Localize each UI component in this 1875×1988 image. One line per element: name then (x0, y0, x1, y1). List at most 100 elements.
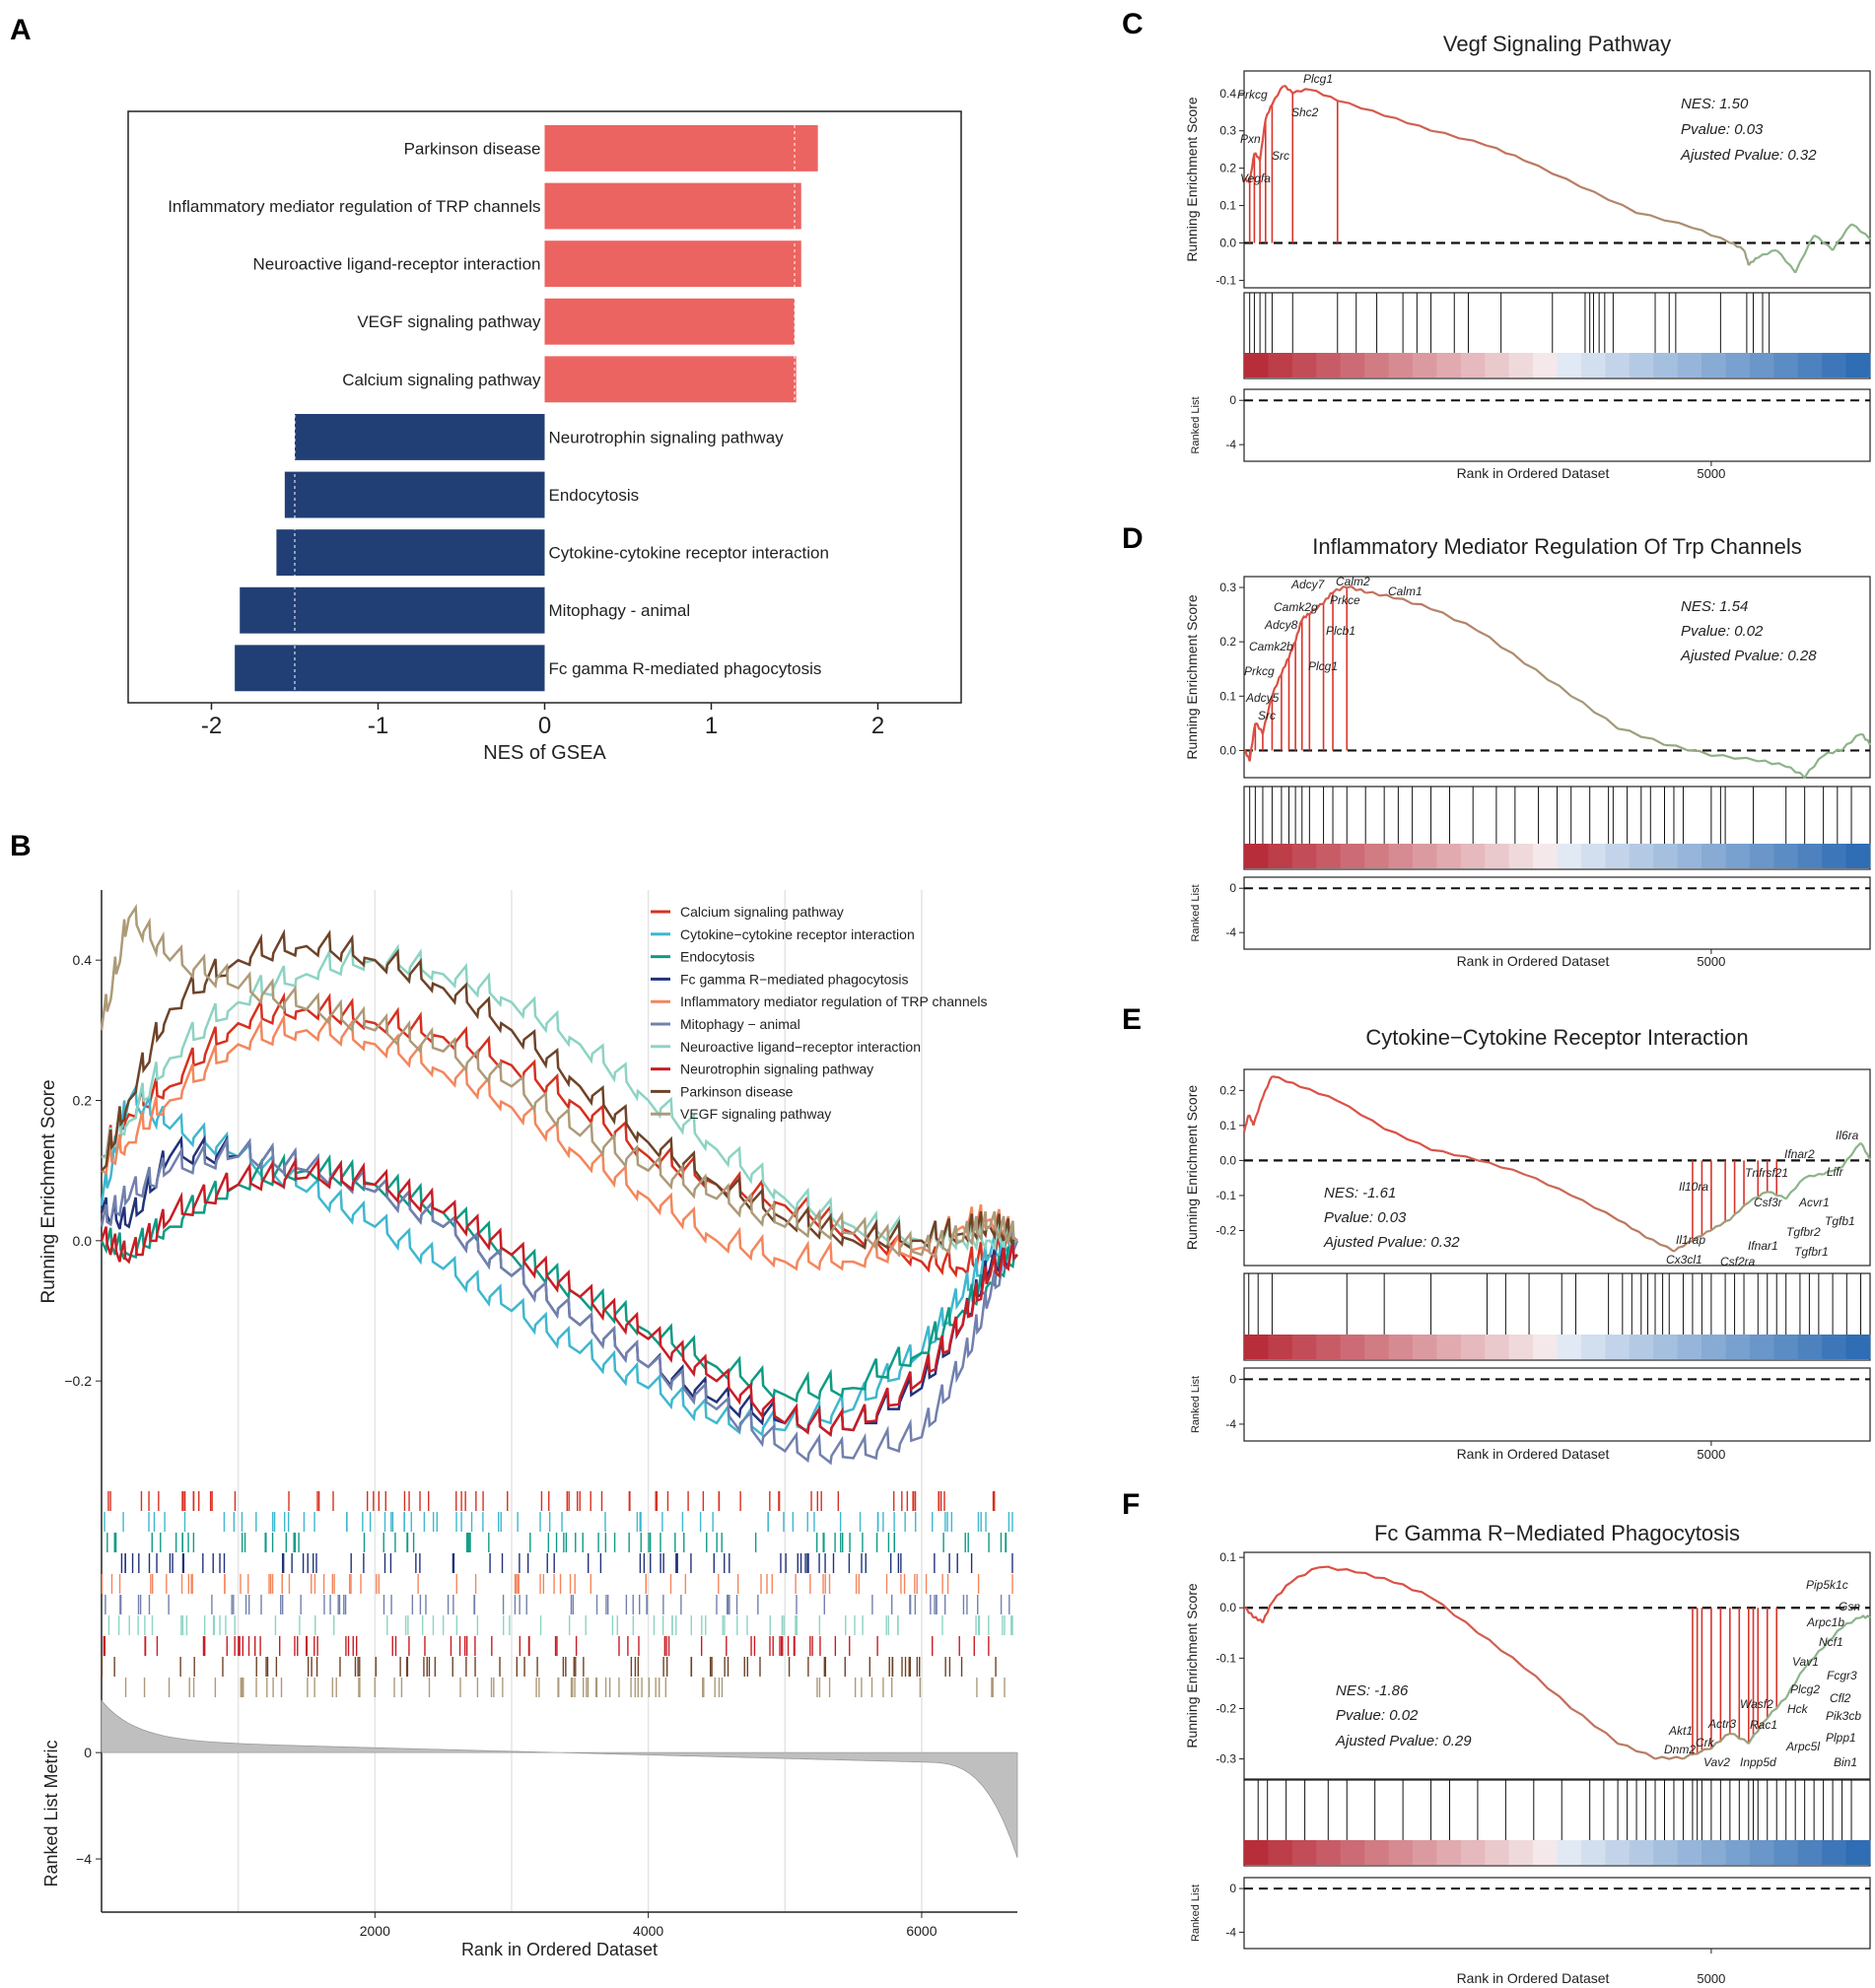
y-tick-label: 0.0 (73, 1233, 93, 1249)
rank-heat-band (1508, 353, 1534, 377)
x-tick-label: 4000 (633, 1923, 663, 1939)
running-es-curve (1255, 721, 1264, 735)
gene-label: Il6ra (1836, 1129, 1859, 1142)
stat-text: Pvalue: 0.02 (1336, 1707, 1419, 1724)
stat-text: Ajusted Pvalue: 0.28 (1680, 648, 1817, 664)
gene-label: Arpc5l (1785, 1740, 1820, 1753)
running-es-curve (1767, 1191, 1787, 1200)
running-es-curve (1523, 662, 1572, 698)
bar (544, 240, 801, 288)
y-tick-label: -4 (1225, 1417, 1236, 1431)
gene-label: Akt1 (1668, 1724, 1693, 1738)
running-es-curve (1832, 223, 1852, 251)
panel-letter-d: D (1122, 522, 1144, 555)
rank-heat-band (1244, 844, 1269, 868)
gene-label: Plcb1 (1326, 624, 1355, 638)
running-es-curve (1645, 1236, 1675, 1253)
running-es-curve (1840, 732, 1861, 752)
y-tick-label: 0.0 (1219, 236, 1236, 249)
rank-heat-band (1388, 1840, 1414, 1865)
rank-heat-band (1580, 353, 1606, 377)
gene-label: Pik3cb (1826, 1709, 1861, 1723)
running-es-curve (1570, 695, 1619, 730)
rank-heat-band (1533, 1840, 1558, 1865)
y-tick-label: 0.4 (73, 952, 93, 968)
ranked-frame (1243, 1367, 1871, 1442)
rank-heat-band (1580, 844, 1606, 868)
ranked-list-label: Ranked List (1190, 1885, 1202, 1942)
rank-heat-band (1557, 844, 1582, 868)
gene-label: Tgfbr1 (1794, 1245, 1829, 1259)
running-es-curve (1355, 1571, 1395, 1584)
stat-text: Pvalue: 0.03 (1324, 1209, 1407, 1226)
rank-heat-band (1797, 844, 1823, 868)
category-label: Neurotrophin signaling pathway (549, 428, 785, 446)
running-es-curve (1785, 765, 1806, 779)
legend-entry: Cytokine−cytokine receptor interaction (680, 926, 915, 942)
plot-title: Vegf Signaling Pathway (1443, 32, 1671, 56)
running-es-curve (1261, 695, 1274, 735)
running-es-curve (1617, 727, 1666, 746)
running-es-curve (1748, 1191, 1769, 1203)
rank-heat-band (1749, 844, 1774, 868)
running-es-curve (1280, 656, 1290, 675)
category-label: Cytokine-cytokine receptor interaction (549, 544, 829, 563)
running-es-curve (1710, 1732, 1731, 1750)
rank-heat-band (1797, 1840, 1823, 1865)
running-es-curve (1692, 227, 1731, 244)
legend-entry: Endocytosis (680, 949, 754, 965)
rank-heat-band (1845, 844, 1871, 868)
y-tick-label: 0.1 (1219, 689, 1236, 703)
rank-heat-band (1653, 844, 1679, 868)
x-tick-label: 5000 (1697, 1447, 1725, 1462)
running-es-curve (1664, 743, 1712, 757)
gene-label: Ifnar2 (1784, 1147, 1815, 1161)
y-tick-label: -0.1 (1215, 1189, 1236, 1202)
y-tick-label: 0.3 (1219, 124, 1236, 138)
x-axis-label: Rank in Ordered Dataset (1457, 1446, 1610, 1462)
x-axis-label: NES of GSEA (483, 742, 606, 764)
stat-text: Pvalue: 0.02 (1681, 623, 1764, 640)
es-frame (1243, 1551, 1871, 1780)
running-es-curve (1822, 748, 1842, 757)
plot-title: Fc Gamma R−Mediated Phagocytosis (1374, 1521, 1740, 1545)
running-es-curve (1692, 1229, 1712, 1242)
rank-heat-band (1725, 353, 1751, 377)
rank-heat-band (1485, 1335, 1510, 1359)
gene-label: Ncf1 (1819, 1635, 1843, 1649)
running-es-curve (1635, 212, 1694, 230)
y-tick-label: -0.2 (1215, 1701, 1236, 1715)
gene-label: Cfl2 (1830, 1691, 1851, 1705)
gene-label: Vav2 (1703, 1755, 1730, 1769)
running-es-curve (1253, 1615, 1264, 1624)
rank-heat-band (1677, 1840, 1702, 1865)
panel-b-multi-gsea: −0.2 0.0 0.2 0.4 Running Enrichment Score Cal… (38, 890, 1019, 1959)
stat-text: Pvalue: 0.03 (1681, 121, 1764, 138)
running-es-curve (1840, 1616, 1861, 1629)
rank-heat-band (1291, 844, 1317, 868)
rank-heat-band (1485, 353, 1510, 377)
stat-text: NES: -1.61 (1324, 1185, 1396, 1201)
rank-heat-band (1460, 844, 1486, 868)
running-es-curve (1248, 153, 1256, 183)
gene-label: Ifnar1 (1748, 1239, 1778, 1253)
running-es-curve (1289, 1566, 1320, 1584)
panel-letter-e: E (1122, 1003, 1142, 1036)
rank-heat-band (1508, 1335, 1534, 1359)
panel-letter-a: A (10, 14, 32, 46)
rank-heat-band (1485, 844, 1510, 868)
y-tick-label: -4 (1225, 925, 1236, 939)
rank-heat-band (1533, 844, 1558, 868)
category-label: Fc gamma R-mediated phagocytosis (549, 659, 822, 678)
running-es-curve (1822, 1166, 1842, 1176)
x-tick-label: 5000 (1697, 954, 1725, 969)
running-es-curve (1803, 755, 1825, 779)
stat-text: Ajusted Pvalue: 0.32 (1323, 1234, 1460, 1251)
running-es-curve (1784, 1667, 1806, 1699)
gene-label: Tgfbr2 (1786, 1225, 1821, 1239)
running-es-curve (1477, 1631, 1526, 1670)
rank-heat-band (1797, 1335, 1823, 1359)
panel-e-gsea-plot: Cytokine−Cytokine Receptor Interaction -0… (1184, 1025, 1872, 1462)
rank-heat-band (1749, 1335, 1774, 1359)
category-label: Calcium signaling pathway (342, 371, 541, 389)
